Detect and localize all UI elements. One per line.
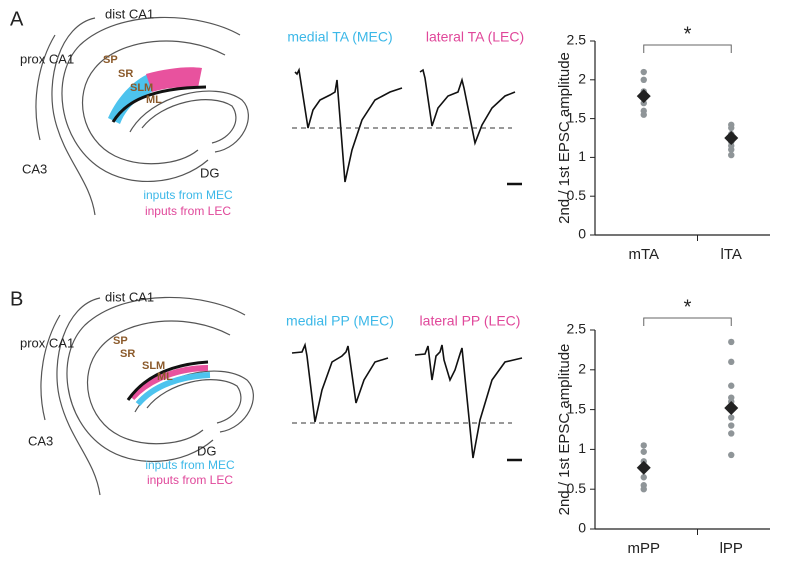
trace xyxy=(414,344,523,459)
trace-title: lateral TA (LEC) xyxy=(426,29,524,45)
region-label: dist CA1 xyxy=(105,6,154,21)
y-tick-label: 2.5 xyxy=(567,32,587,48)
region-label: CA3 xyxy=(22,161,47,176)
lec-band xyxy=(146,67,202,92)
panel-b: B dist CA1 prox CA1 CA3 DG SP SR SLM ML … xyxy=(10,288,523,496)
data-point xyxy=(728,382,735,389)
y-tick-label: 1.5 xyxy=(567,109,587,125)
trace-title: medial PP (MEC) xyxy=(286,313,394,329)
data-point xyxy=(640,474,647,481)
hippocampus-outline xyxy=(35,16,249,216)
fissure xyxy=(111,85,207,123)
data-point xyxy=(728,338,735,346)
data-point xyxy=(640,76,647,84)
mean-marker xyxy=(724,131,739,145)
x-tick-label: mPP xyxy=(627,540,660,557)
data-point xyxy=(728,430,735,437)
region-label: DG xyxy=(197,443,217,458)
lec-band xyxy=(129,365,209,401)
layer-label: ML xyxy=(157,371,173,383)
layer-label: SLM xyxy=(130,82,153,94)
y-tick-label: 0 xyxy=(578,226,586,242)
region-label: prox CA1 xyxy=(20,335,74,350)
legend-mec: inputs from MEC xyxy=(143,188,233,202)
legend-lec: inputs from LEC xyxy=(147,473,233,487)
data-point xyxy=(728,422,735,429)
layer-label: SR xyxy=(118,68,133,80)
region-label: DG xyxy=(200,165,220,180)
y-axis-label: 2nd / 1st EPSC amplitude xyxy=(556,344,573,516)
fissure xyxy=(126,360,209,401)
data-point xyxy=(728,151,735,159)
data-point xyxy=(640,68,647,76)
significance-star: * xyxy=(684,23,692,45)
significance-bracket xyxy=(643,317,732,326)
region-label: dist CA1 xyxy=(105,289,154,304)
panel-a: A dist CA1 prox CA1 CA3 DG SP SR SLM ML … xyxy=(10,6,524,218)
charts: 0 0.5 1 1.5 2 2.5 2nd / 1st EPSC amplitude mTA l… xyxy=(556,23,770,557)
y-tick-label: 2 xyxy=(578,361,586,377)
y-tick-label: 0.5 xyxy=(567,480,587,496)
x-tick-label: lPP xyxy=(720,540,743,557)
trace xyxy=(294,67,403,183)
trace xyxy=(291,342,389,423)
data-point xyxy=(728,124,735,132)
data-point xyxy=(640,442,647,449)
data-point xyxy=(728,451,735,459)
panel-label: A xyxy=(10,8,24,30)
y-axis-label: 2nd / 1st EPSC amplitude xyxy=(556,52,573,224)
data-point xyxy=(728,358,735,366)
mec-band xyxy=(135,372,211,407)
data-point xyxy=(728,414,735,421)
y-tick-label: 2 xyxy=(578,71,586,87)
data-point xyxy=(640,111,647,118)
legend-mec: inputs from MEC xyxy=(145,458,235,472)
layer-label: SLM xyxy=(142,360,165,372)
mean-marker xyxy=(636,460,651,475)
trace-title: lateral PP (LEC) xyxy=(420,313,521,329)
x-tick-label: mTA xyxy=(628,246,659,263)
mec-band xyxy=(108,74,152,124)
significance-star: * xyxy=(684,296,692,318)
y-tick-label: 0 xyxy=(578,520,586,536)
legend-lec: inputs from LEC xyxy=(145,204,231,218)
layer-label: SP xyxy=(113,335,128,347)
data-point xyxy=(728,146,735,153)
panel-label: B xyxy=(10,288,23,310)
layer-label: SP xyxy=(103,54,118,66)
trace xyxy=(419,68,516,146)
y-tick-label: 1 xyxy=(578,148,586,164)
y-tick-label: 1 xyxy=(578,440,586,456)
region-label: prox CA1 xyxy=(20,51,74,66)
y-tick-label: 1.5 xyxy=(567,400,587,416)
data-point xyxy=(640,448,647,455)
y-tick-label: 0.5 xyxy=(567,187,587,203)
mean-marker xyxy=(636,89,651,104)
trace-title: medial TA (MEC) xyxy=(287,29,392,45)
region-label: CA3 xyxy=(28,433,53,448)
layer-label: ML xyxy=(146,94,162,106)
significance-bracket xyxy=(643,44,732,53)
layer-label: SR xyxy=(120,348,135,360)
data-point xyxy=(640,486,647,493)
x-tick-label: lTA xyxy=(721,246,742,263)
y-tick-label: 2.5 xyxy=(567,321,587,337)
mean-marker xyxy=(724,401,739,416)
